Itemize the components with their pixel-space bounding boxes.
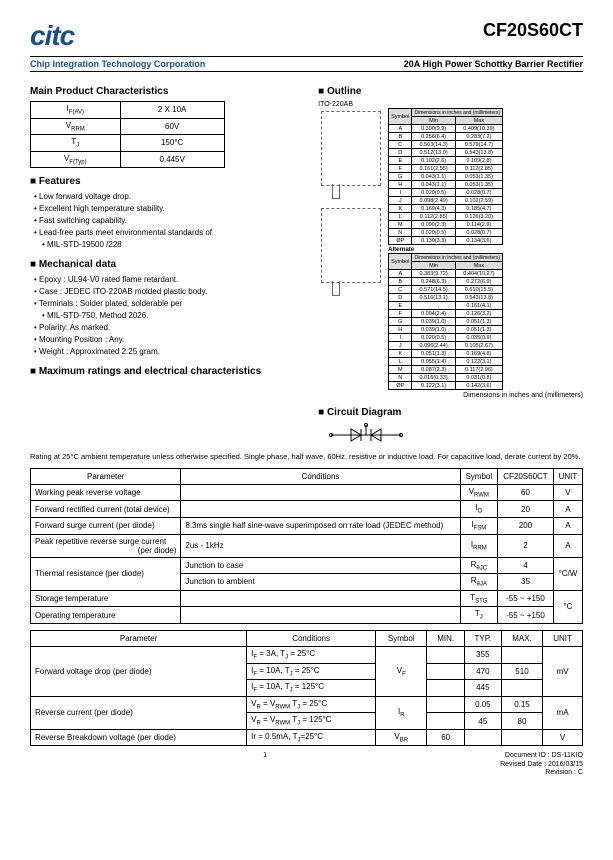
max-title: Maximum ratings and electrical character… xyxy=(30,366,308,377)
dim-table-2: SymbolDimensions in inches and (millimet… xyxy=(388,253,503,390)
rating-note: Rating at 25°C ambient temperature unles… xyxy=(30,452,583,462)
spec-table-1: ParameterConditionsSymbolCF20S60CTUNIT W… xyxy=(30,468,583,624)
circuit-title: Circuit Diagram xyxy=(318,407,583,418)
dim-note: Dimensions in inches and (millimeters) xyxy=(318,392,583,399)
package-drawing xyxy=(321,111,381,186)
features-title: Features xyxy=(30,176,308,187)
company-logo: citc xyxy=(30,20,74,52)
mech-list: Epoxy : UL94-V0 rated flame retardant. C… xyxy=(34,274,308,358)
circuit-diagram xyxy=(326,422,583,448)
product-desc: 20A High Power Schottky Barrier Rectifie… xyxy=(404,59,583,69)
company-name: Chip Integration Technology Corporation xyxy=(30,59,205,69)
package-name: ITO-220AB xyxy=(318,101,583,108)
dim-table-1: SymbolDimensions in inches and (millimet… xyxy=(388,108,503,245)
revision-info: Document ID : DS-11KIO Revised Date : 20… xyxy=(500,752,583,777)
char-title: Main Product Characteristics xyxy=(30,86,308,97)
outline-title: Outline xyxy=(318,86,583,97)
page-number: 1 xyxy=(30,752,500,777)
mech-title: Mechanical data xyxy=(30,259,308,270)
spec-table-2: ParameterConditionsSymbolMIN.TYP.MAX.UNI… xyxy=(30,630,583,747)
char-table: IF(AV)2 X 10A VRRM60V TJ150°C VF(Typ)0.4… xyxy=(30,101,225,168)
part-number: CF20S60CT xyxy=(483,20,583,41)
package-drawing-alt xyxy=(321,208,381,283)
features-list: Low forward voltage drop. Excellent high… xyxy=(34,191,308,251)
